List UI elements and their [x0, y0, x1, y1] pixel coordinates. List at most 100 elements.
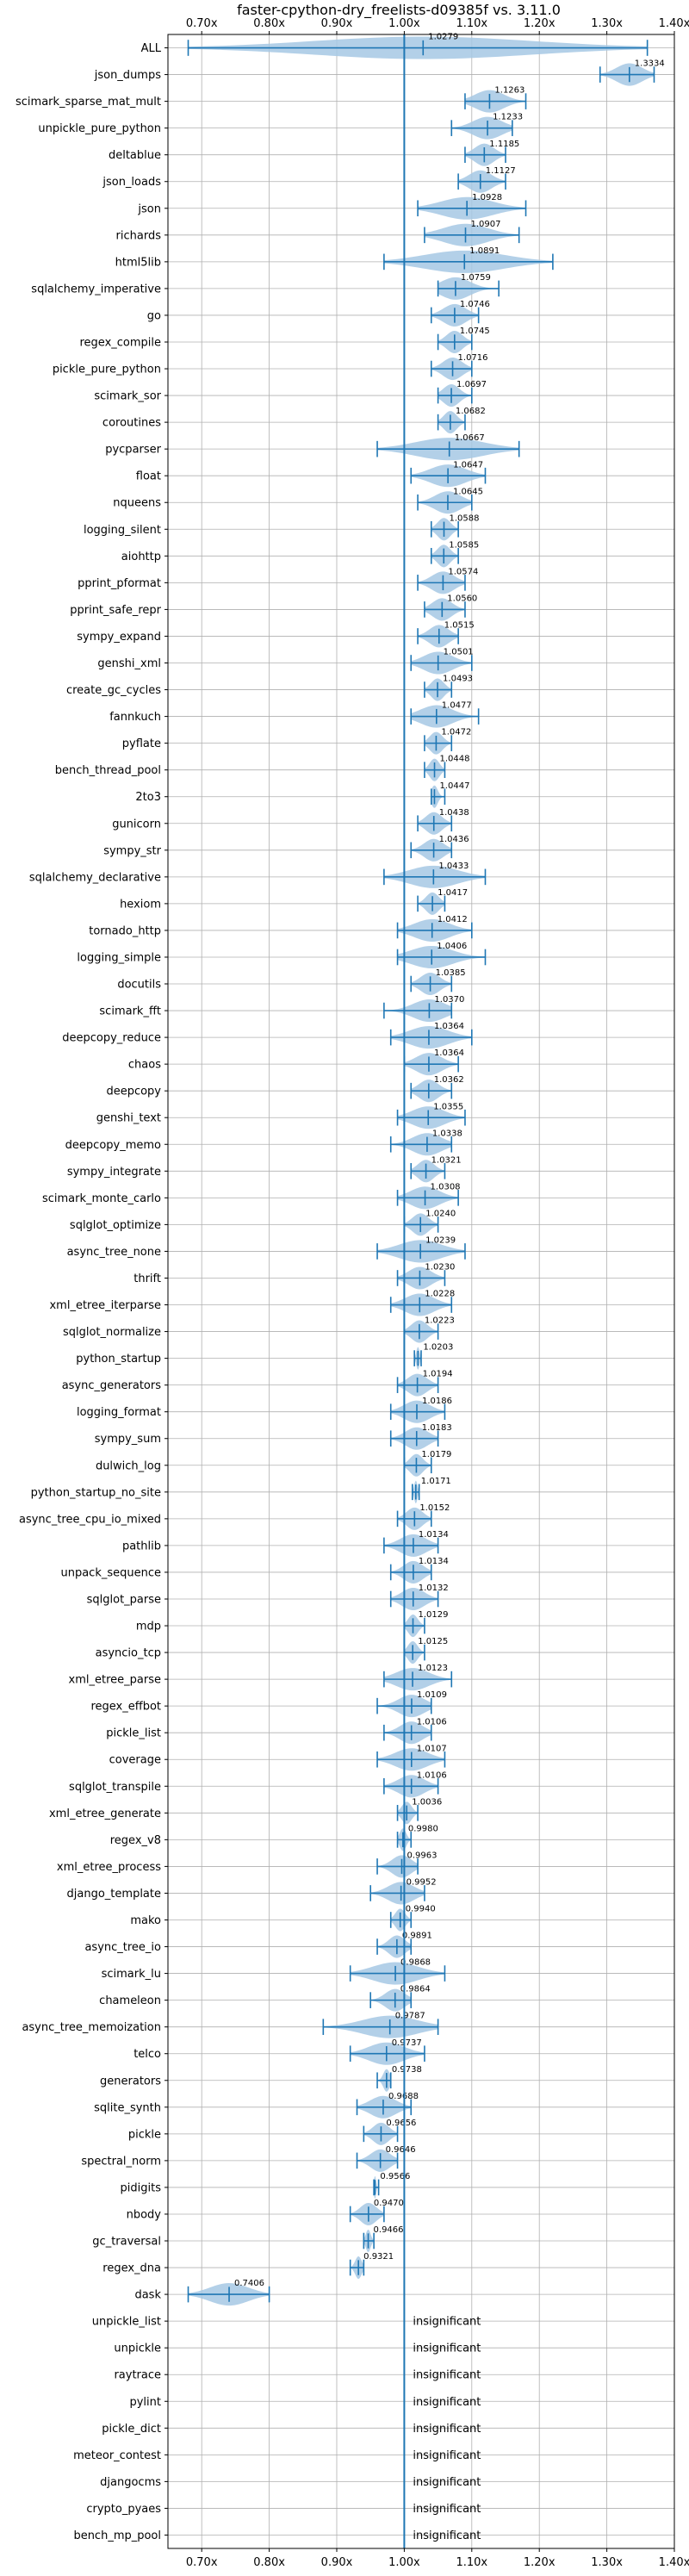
benchmark-label: scimark_monte_carlo	[42, 1192, 161, 1205]
value-label: 1.0106	[417, 1717, 447, 1727]
insignificant-label: insignificant	[413, 2529, 481, 2542]
benchmark-label: fannkuch	[109, 711, 161, 724]
value-label: 0.9891	[402, 1932, 432, 1941]
benchmark-label: genshi_text	[96, 1112, 161, 1125]
benchmark-label: scimark_lu	[102, 1968, 161, 1981]
benchmark-label: coverage	[109, 1754, 161, 1767]
value-label: 1.0585	[449, 540, 479, 550]
value-label: 1.1127	[486, 166, 516, 176]
benchmark-label: docutils	[117, 979, 161, 992]
value-label: 1.0417	[438, 888, 468, 898]
value-label: 1.0223	[425, 1316, 455, 1326]
value-label: 1.0364	[434, 1022, 464, 1031]
value-label: 1.0697	[456, 380, 487, 389]
x-tick-label-bottom: 1.20x	[524, 2556, 556, 2569]
benchmark-label: python_startup	[76, 1353, 161, 1366]
benchmark-label: go	[147, 309, 161, 322]
benchmark-label: bench_thread_pool	[55, 764, 161, 777]
value-label: 1.0228	[425, 1290, 455, 1299]
value-label: 1.0132	[419, 1584, 449, 1593]
value-label: 1.0125	[418, 1637, 448, 1646]
benchmark-label: raytrace	[114, 2369, 161, 2382]
benchmark-label: regex_dna	[102, 2262, 161, 2275]
value-label: 1.0436	[439, 835, 469, 844]
benchmark-label: scimark_fft	[99, 1005, 161, 1018]
x-tick-label-top: 0.80x	[253, 17, 285, 30]
benchmark-label: json_dumps	[94, 69, 161, 82]
x-tick-label-bottom: 1.10x	[456, 2556, 487, 2569]
value-label: 1.0123	[418, 1664, 448, 1673]
benchmark-label: async_tree_io	[84, 1941, 161, 1954]
benchmark-label: dask	[134, 2289, 161, 2302]
benchmark-label: richards	[116, 229, 162, 242]
value-label: 0.9864	[400, 1985, 431, 1994]
x-tick-label-bottom: 0.90x	[321, 2556, 353, 2569]
value-label: 1.0355	[433, 1102, 463, 1111]
value-label: 1.0240	[425, 1209, 456, 1218]
benchmark-label: xml_etree_generate	[49, 1808, 161, 1820]
benchmark-label: regex_v8	[110, 1834, 161, 1847]
benchmark-label: pycparser	[105, 444, 161, 457]
insignificant-label: insignificant	[413, 2369, 481, 2382]
x-tick-label-top: 1.20x	[524, 17, 556, 30]
benchmark-label: gunicorn	[112, 818, 161, 831]
benchmark-label: json	[137, 202, 161, 215]
benchmark-label: spectral_norm	[81, 2155, 161, 2168]
x-tick-label-bottom: 0.80x	[253, 2556, 285, 2569]
benchmark-label: pickle_dict	[102, 2423, 161, 2436]
x-tick-label-bottom: 1.00x	[388, 2556, 420, 2569]
value-label: 1.0647	[453, 460, 483, 470]
value-label: 0.7406	[234, 2279, 264, 2288]
value-label: 1.0129	[419, 1610, 449, 1620]
benchmark-label: unpickle_pure_python	[38, 122, 161, 135]
benchmark-label: unpickle	[114, 2343, 161, 2355]
benchmark-label: json_loads	[102, 176, 161, 189]
value-label: 1.0179	[421, 1450, 451, 1459]
value-label: 1.0746	[460, 300, 490, 309]
x-tick-label-top: 0.90x	[321, 17, 353, 30]
benchmark-label: async_tree_none	[67, 1246, 161, 1259]
value-label: 1.0477	[442, 701, 472, 711]
value-label: 1.0186	[422, 1397, 452, 1406]
benchmark-label: sqlglot_normalize	[63, 1326, 161, 1339]
value-label: 1.0364	[434, 1048, 464, 1058]
violin-layer: 1.0279 1.3334 1.1263 1.1233 1.1185 1.1127 1.09…	[187, 33, 665, 2542]
value-label: 1.0385	[436, 968, 466, 978]
value-label: 1.0279	[428, 33, 458, 42]
benchmark-label-layer: ALL json_dumps scimark_sparse_mat_multunpi…	[16, 42, 162, 2542]
benchmark-label: nbody	[127, 2208, 162, 2221]
value-label: 1.0230	[425, 1263, 455, 1272]
benchmark-label: crypto_pyaes	[86, 2503, 161, 2516]
value-label: 0.9646	[386, 2145, 416, 2155]
benchmark-label: djangocms	[100, 2476, 161, 2489]
benchmark-label: float	[136, 470, 161, 483]
value-label: 1.0891	[469, 246, 500, 256]
benchmark-label: mako	[130, 1914, 161, 1927]
benchmark-label: xml_etree_process	[57, 1861, 161, 1874]
row-grid-layer	[168, 47, 674, 2536]
value-label: 0.9940	[406, 1905, 436, 1914]
value-label: 1.0588	[449, 513, 479, 523]
benchmark-label: django_template	[67, 1888, 161, 1901]
benchmark-label: python_startup_no_site	[31, 1486, 161, 1499]
value-label: 1.0493	[443, 675, 473, 684]
benchmark-label: pidigits	[121, 2181, 162, 2194]
value-label: 0.9952	[407, 1878, 437, 1888]
insignificant-label: insignificant	[413, 2503, 481, 2516]
x-tick-label-top: 1.00x	[388, 17, 420, 30]
value-label: 0.9738	[392, 2065, 422, 2075]
value-label: 0.9566	[380, 2172, 410, 2181]
benchmark-label: scimark_sparse_mat_mult	[16, 96, 161, 109]
benchmark-label: deepcopy_memo	[65, 1139, 161, 1152]
insignificant-label: insignificant	[413, 2316, 481, 2329]
value-label: 1.0501	[444, 648, 474, 657]
benchmark-label: deepcopy_reduce	[62, 1032, 161, 1045]
benchmark-label: sympy_integrate	[67, 1166, 161, 1179]
value-label: 1.0036	[412, 1797, 442, 1807]
x-tick-label-top: 1.10x	[456, 17, 487, 30]
chart-title: faster-cpython-dry_freelists-d09385f vs.…	[237, 2, 561, 19]
value-label: 0.9656	[386, 2119, 416, 2128]
benchmark-label: coroutines	[102, 417, 161, 430]
value-label: 1.0109	[417, 1690, 447, 1700]
